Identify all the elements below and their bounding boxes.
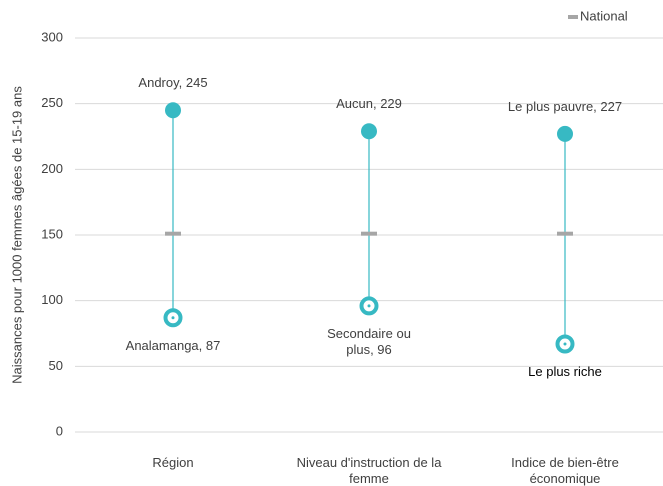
low-marker-dot <box>367 304 371 308</box>
x-tick-label: Indice de bien-être économique <box>511 455 619 486</box>
y-axis-label: Naissances pour 1000 femmes âgées de 15-… <box>9 86 24 384</box>
high-marker <box>557 125 573 142</box>
low-marker-dot <box>171 316 175 320</box>
y-tick-label: 300 <box>41 29 63 44</box>
y-tick-label: 250 <box>41 95 63 110</box>
y-tick-label: 100 <box>41 292 63 307</box>
y-tick-label: 200 <box>41 161 63 176</box>
high-label: Androy, 245 <box>138 75 208 91</box>
low-label: Analamanga, 87 <box>125 337 221 353</box>
y-tick-label: 50 <box>49 358 63 373</box>
x-tick-label: Niveau d'instruction de la femme <box>296 455 442 486</box>
low-label: Le plus riche <box>528 364 602 379</box>
y-tick-label: 150 <box>41 226 63 241</box>
low-label: Secondaire ou plus, 96 <box>327 325 411 357</box>
high-label: Le plus pauvre, 227 <box>507 98 623 114</box>
low-marker-dot <box>563 342 567 346</box>
y-tick-label: 0 <box>56 423 63 438</box>
high-label: Aucun, 229 <box>336 96 402 112</box>
high-marker <box>361 123 377 140</box>
high-marker <box>165 102 181 119</box>
x-tick-label: Région <box>152 455 194 470</box>
legend-label: National <box>580 8 628 23</box>
